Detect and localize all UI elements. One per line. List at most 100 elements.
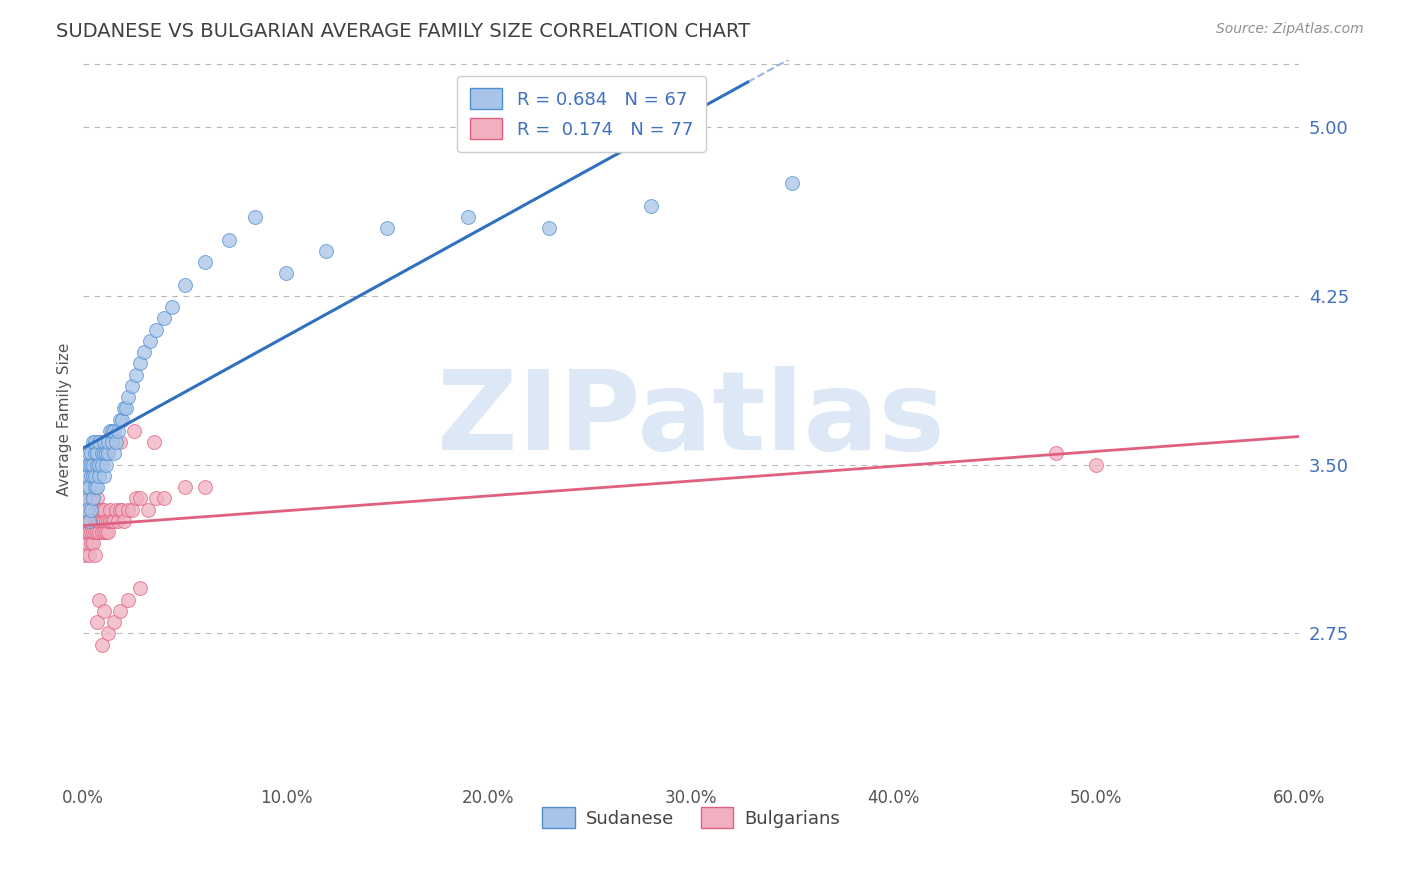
Point xyxy=(103,615,125,629)
Point xyxy=(84,446,107,460)
Point xyxy=(129,582,152,596)
Point xyxy=(108,502,131,516)
Point xyxy=(82,468,104,483)
Point xyxy=(162,300,184,314)
Point xyxy=(97,626,120,640)
Point xyxy=(82,458,104,472)
Y-axis label: Average Family Size: Average Family Size xyxy=(58,343,72,496)
Point xyxy=(145,323,167,337)
Point xyxy=(111,502,134,516)
Point xyxy=(90,514,112,528)
Point xyxy=(76,502,98,516)
Point xyxy=(107,514,129,528)
Point xyxy=(79,548,101,562)
Point xyxy=(82,525,104,540)
Point xyxy=(80,525,103,540)
Point xyxy=(90,638,112,652)
Point xyxy=(84,502,107,516)
Point xyxy=(114,401,136,416)
Point xyxy=(1045,446,1067,460)
Point xyxy=(173,277,195,292)
Point xyxy=(89,502,111,516)
Point xyxy=(75,548,97,562)
Point xyxy=(93,514,115,528)
Point xyxy=(90,525,112,540)
Point xyxy=(82,536,104,550)
Point xyxy=(84,525,107,540)
Point xyxy=(129,491,152,506)
Point xyxy=(143,435,166,450)
Point xyxy=(89,592,111,607)
Point xyxy=(75,491,97,506)
Point xyxy=(75,502,97,516)
Point xyxy=(86,615,108,629)
Point xyxy=(136,502,159,516)
Point xyxy=(121,502,143,516)
Point xyxy=(79,514,101,528)
Point xyxy=(94,446,117,460)
Point xyxy=(93,502,115,516)
Point xyxy=(82,458,104,472)
Point xyxy=(80,458,103,472)
Point xyxy=(76,514,98,528)
Point xyxy=(89,514,111,528)
Point xyxy=(103,514,125,528)
Point xyxy=(125,368,148,382)
Point xyxy=(86,525,108,540)
Point xyxy=(89,458,111,472)
Point xyxy=(145,491,167,506)
Point xyxy=(97,525,120,540)
Point xyxy=(117,592,139,607)
Point xyxy=(111,412,134,426)
Point xyxy=(76,502,98,516)
Point xyxy=(93,604,115,618)
Point xyxy=(194,480,217,494)
Point xyxy=(93,435,115,450)
Point xyxy=(97,446,120,460)
Point xyxy=(112,401,135,416)
Point xyxy=(107,424,129,438)
Point xyxy=(80,536,103,550)
Point xyxy=(97,446,120,460)
Point xyxy=(98,514,121,528)
Point xyxy=(76,458,98,472)
Point xyxy=(82,491,104,506)
Point xyxy=(194,255,217,269)
Point xyxy=(245,210,267,224)
Point xyxy=(108,412,131,426)
Point xyxy=(80,468,103,483)
Point xyxy=(100,424,122,438)
Point xyxy=(129,356,152,370)
Point xyxy=(1085,458,1108,472)
Point xyxy=(86,514,108,528)
Point xyxy=(153,491,176,506)
Point xyxy=(90,446,112,460)
Point xyxy=(94,458,117,472)
Point xyxy=(89,435,111,450)
Point xyxy=(79,480,101,494)
Point xyxy=(75,525,97,540)
Point xyxy=(97,514,120,528)
Point xyxy=(153,311,176,326)
Point xyxy=(86,480,108,494)
Point xyxy=(121,379,143,393)
Point xyxy=(375,221,398,235)
Point xyxy=(84,468,107,483)
Point xyxy=(98,424,121,438)
Point xyxy=(86,446,108,460)
Point xyxy=(538,221,561,235)
Point xyxy=(79,514,101,528)
Point xyxy=(94,525,117,540)
Point xyxy=(90,458,112,472)
Point xyxy=(89,468,111,483)
Point xyxy=(640,199,662,213)
Point xyxy=(89,435,111,450)
Point xyxy=(86,502,108,516)
Point xyxy=(93,525,115,540)
Point xyxy=(93,446,115,460)
Point xyxy=(80,446,103,460)
Point xyxy=(82,491,104,506)
Point xyxy=(782,177,804,191)
Point xyxy=(86,491,108,506)
Point xyxy=(98,502,121,516)
